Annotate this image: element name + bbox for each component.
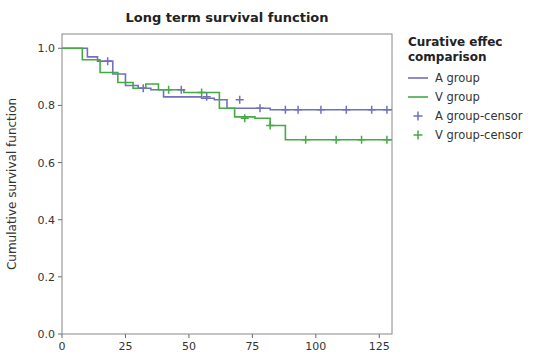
legend-title-line: comparison [408,50,487,64]
censor-mark [368,106,376,114]
y-tick-label: 0.8 [38,99,56,112]
censor-mark [281,106,289,114]
x-tick [125,334,126,338]
censor-mark [198,89,206,97]
marks [62,48,392,143]
y-tick [58,334,62,335]
y-tick-label: 0.2 [38,271,56,284]
legend-entry: V group [435,90,480,104]
censor-mark [104,57,112,65]
censor-mark [256,104,264,112]
y-tick-label: 0.6 [38,157,56,170]
y-tick [58,105,62,106]
x-tick [188,334,189,338]
legend-swatch [414,112,423,121]
censor-mark [177,86,185,94]
censor-mark [302,136,310,144]
censor-mark [358,136,366,144]
legend-swatch [408,96,428,98]
censor-mark [342,106,350,114]
plot-frame [62,34,392,334]
chart: 0.0 0.2 0.4 0.6 0.8 1.0 0 25 50 75 100 125 Long term… [0,0,556,362]
y-tick-label: 0.0 [38,328,56,341]
y-tick-label: 1.0 [38,42,56,55]
y-axis-label: Cumulative survival function [5,98,19,270]
censor-mark [165,86,173,94]
y-tick [58,276,62,277]
censor-mark [383,106,391,114]
censor-mark [236,96,244,104]
y-tick [58,219,62,220]
legend-title-line: Curative effec [408,35,502,49]
x-tick [62,334,63,338]
x-tick [252,334,253,338]
legend-swatch [408,77,428,79]
censor-mark [241,114,249,122]
legend: Curative effeccomparison A group V group A … [408,35,523,142]
censor-mark [139,84,147,92]
x-tick-label: 125 [369,340,390,353]
y-tick-label: 0.4 [38,214,56,227]
survival-line [62,48,392,109]
legend-entry: A group [435,71,480,85]
censor-mark [332,136,340,144]
censor-mark [266,121,274,129]
legend-swatch [414,131,423,140]
x-tick-label: 0 [59,340,66,353]
legend-entry: A group-censor [435,109,523,123]
x-tick-label: 50 [182,340,196,353]
y-tick [58,162,62,163]
x-tick [315,334,316,338]
censor-mark [317,106,325,114]
legend-entry: V group-censor [435,128,523,142]
censor-mark [383,136,391,144]
title: Long term survival function [125,10,328,25]
plot-area [62,34,392,334]
x-tick-label: 25 [118,340,132,353]
x-tick-label: 100 [305,340,326,353]
survival-line [62,48,392,139]
censor-mark [203,93,211,101]
legend-title: Curative effeccomparison [408,35,502,64]
y-tick [58,48,62,49]
censor-mark [294,106,302,114]
x-tick [379,334,380,338]
x-tick-label: 75 [245,340,259,353]
